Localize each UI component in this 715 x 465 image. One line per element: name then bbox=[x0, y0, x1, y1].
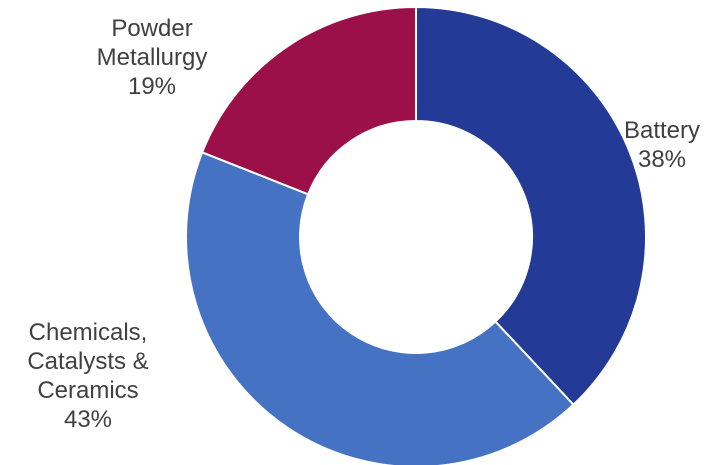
slice-name-line: Ceramics bbox=[37, 377, 138, 404]
slice-name-line: Catalysts & bbox=[27, 348, 148, 375]
slice-percent-label: 43% bbox=[64, 406, 112, 433]
slice-label-3: Powder Metallurgy 19% bbox=[97, 15, 208, 100]
slice-name-line: Powder bbox=[111, 15, 192, 42]
slice-name-line: Metallurgy bbox=[97, 44, 208, 71]
slices-layer bbox=[184, 5, 647, 465]
donut-slice-chemicals-catalysts-ceramics bbox=[184, 151, 575, 465]
slice-name-line: Chemicals, bbox=[29, 319, 148, 346]
slice-percent-label: 19% bbox=[128, 73, 176, 100]
donut-slice-battery bbox=[415, 5, 647, 407]
slice-name-line: Battery bbox=[624, 117, 700, 144]
slice-label-2: Chemicals, Catalysts & Ceramics 43% bbox=[27, 319, 148, 433]
slice-percent-label: 38% bbox=[638, 146, 686, 173]
labels-layer: Battery 38% Chemicals, Catalysts & Ceramics 4… bbox=[27, 15, 700, 433]
donut-slice-powder-metallurgy bbox=[200, 5, 417, 196]
slice-label-1: Battery 38% bbox=[624, 117, 700, 173]
